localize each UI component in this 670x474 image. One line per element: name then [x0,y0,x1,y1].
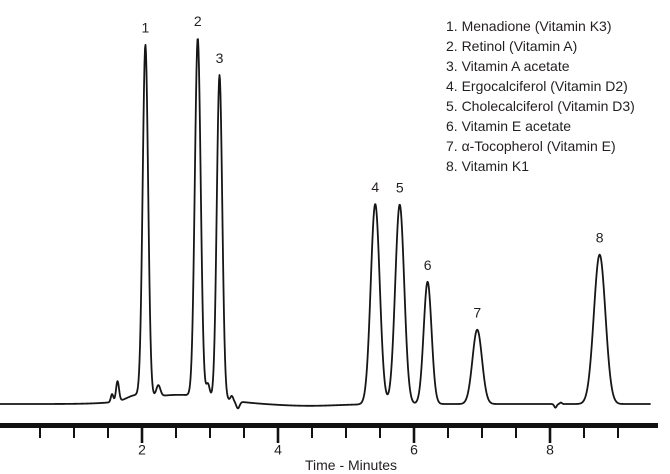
x-axis-title: Time - Minutes [304,457,398,473]
chromatogram-trace [0,38,651,410]
peak-legend: 1. Menadione (Vitamin K3) 2. Retinol (Vi… [446,16,668,176]
x-axis-tick-label: 2 [138,442,146,458]
x-axis-bar [0,423,658,428]
peak-number-label: 5 [396,180,404,196]
legend-item: 2. Retinol (Vitamin A) [446,38,578,54]
peak-number-label: 2 [194,13,202,29]
peak-number-label: 8 [596,230,604,246]
peak-number-label: 1 [142,20,150,36]
legend-item: 3. Vitamin A acetate [446,58,570,74]
x-axis-tick-label: 8 [546,442,554,458]
legend-item: 7. α-Tocopherol (Vitamin E) [446,138,616,154]
legend-item: 8. Vitamin K1 [446,158,530,174]
legend-item: 1. Menadione (Vitamin K3) [446,18,612,34]
peak-number-label: 6 [424,257,432,273]
peak-number-label: 3 [216,50,224,66]
x-axis-tick-label: 6 [410,442,418,458]
legend-item: 4. Ergocalciferol (Vitamin D2) [446,78,628,94]
peak-number-label: 4 [371,179,379,195]
x-axis-tick-label: 4 [274,442,282,458]
legend-item: 5. Cholecalciferol (Vitamin D3) [446,98,635,114]
legend-item: 6. Vitamin E acetate [446,118,572,134]
peak-number-label: 7 [473,305,481,321]
